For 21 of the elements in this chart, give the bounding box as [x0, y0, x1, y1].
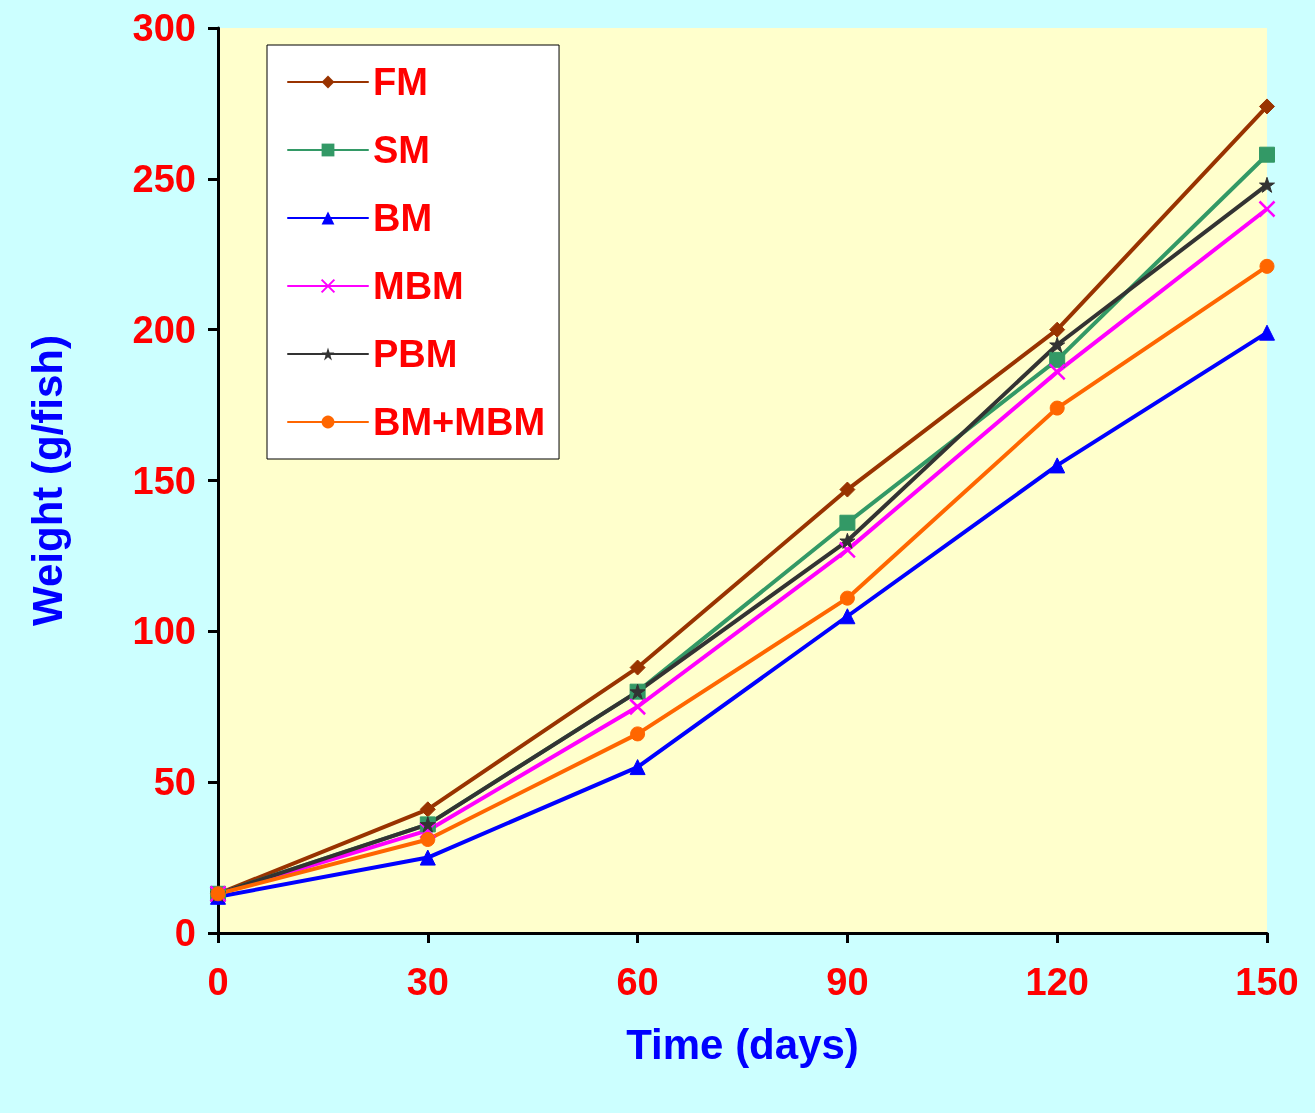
y-axis-title: Weight (g/fish)	[23, 335, 71, 626]
y-tick-label: 150	[132, 459, 196, 502]
x-tick-label: 30	[406, 961, 449, 1003]
x-tick-label: 150	[1235, 961, 1299, 1003]
legend-label: BM	[373, 197, 433, 239]
y-tick-label: 100	[132, 610, 196, 653]
x-axis-title: Time (days)	[626, 1020, 859, 1068]
legend-label: BM+MBM	[373, 401, 546, 443]
x-tick-label: 120	[1025, 961, 1089, 1003]
y-tick-label: 0	[174, 912, 196, 954]
legend-label: MBM	[373, 265, 464, 307]
y-tick-label: 300	[132, 7, 196, 49]
x-tick-label: 0	[207, 961, 229, 1003]
x-tick-label: 60	[616, 961, 659, 1003]
legend-label: PBM	[373, 333, 458, 375]
y-tick-label: 50	[153, 761, 196, 804]
y-tick-label: 250	[132, 157, 196, 200]
y-tick-label: 200	[132, 308, 196, 351]
legend-label: SM	[373, 129, 430, 171]
legend-label: FM	[373, 61, 428, 103]
x-tick-label: 90	[826, 961, 869, 1003]
